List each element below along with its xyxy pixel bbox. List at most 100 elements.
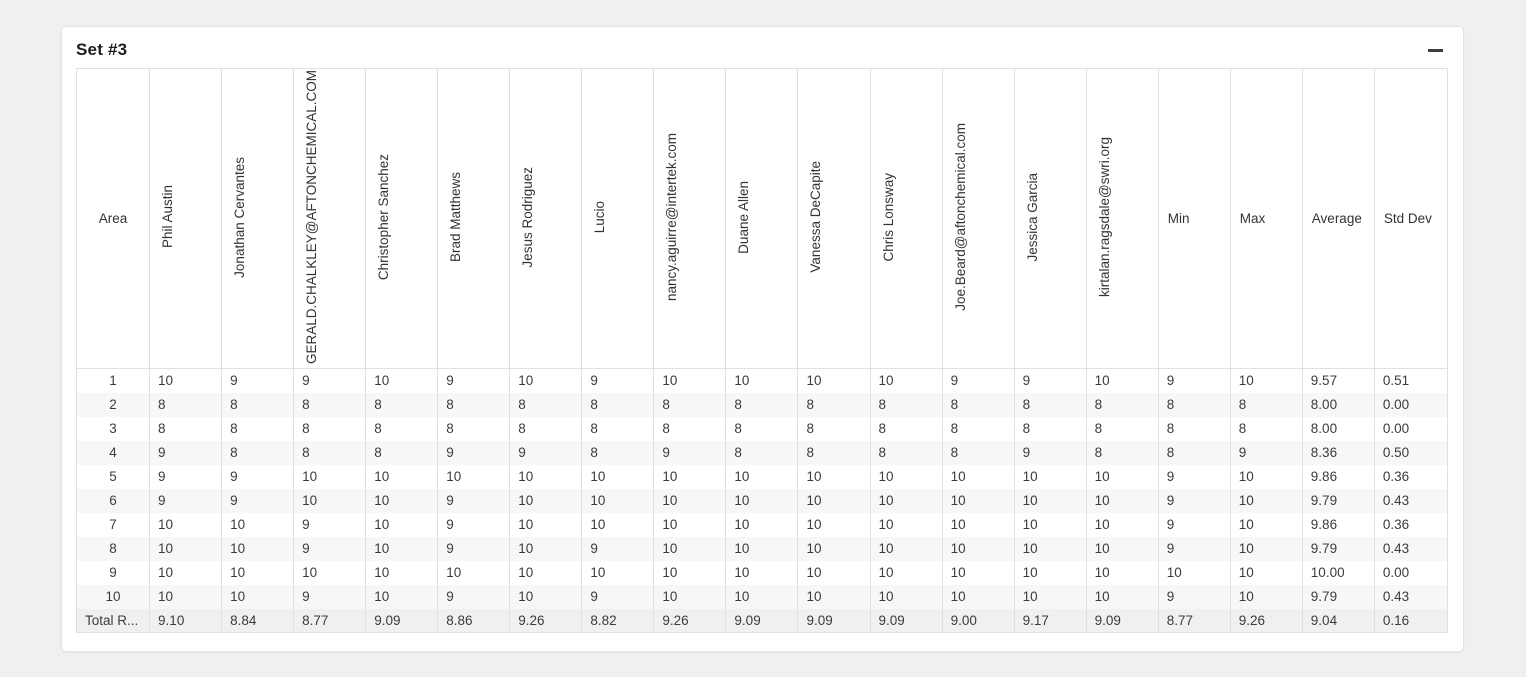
stat-cell: 10 [1229,488,1303,513]
rating-cell: 10 [1085,488,1159,513]
total-stat-cell: 8.77 [1157,608,1231,633]
total-rating-cell: 9.00 [941,608,1015,633]
table-row: 1 10 9 9 10 9 10 9 10 10 10 10 9 9 10 9 10 9.57 0.51 [75,368,1448,393]
rating-cell: 10 [797,368,871,393]
rating-cell: 8 [725,440,798,465]
table-row: 5 9 9 10 10 10 10 10 10 10 10 10 10 10 10 9 10 9.86 0.36 [75,464,1448,489]
total-rating-cell: 9.09 [725,608,798,633]
rating-cell: 10 [725,488,798,513]
rating-cell: 9 [437,440,510,465]
rating-cell: 10 [509,536,582,561]
rating-cell: 10 [653,584,726,609]
total-rating-cell: 9.26 [509,608,582,633]
rater-column-header: Joe.Beard@aftonchemical.com [941,68,1015,370]
rating-cell: 10 [797,512,871,537]
rating-cell: 10 [365,560,438,585]
rater-column-header: nancy.aguirre@intertek.com [653,68,726,370]
rating-cell: 8 [797,416,871,441]
ratings-table: Area Phil Austin Jonathan Cervantes GERALD.… [75,68,1448,634]
stat-cell: 9 [1157,536,1231,561]
stat-column-header: Average [1301,68,1375,370]
stat-cell: 0.36 [1373,464,1448,489]
rating-cell: 8 [653,416,726,441]
set-card: Set #3 Area Phil Austin Jonathan Cervantes… [61,26,1464,652]
rating-cell: 8 [797,392,871,417]
rating-cell: 10 [1085,560,1159,585]
rating-cell: 10 [1013,464,1087,489]
table-row: 4 9 8 8 8 9 9 8 9 8 8 8 8 9 8 8 9 8.36 0.50 [75,440,1448,465]
rating-cell: 10 [653,560,726,585]
stat-cell: 9.79 [1301,584,1375,609]
total-rating-cell: 9.09 [797,608,871,633]
rating-cell: 8 [581,416,654,441]
table-row: 3 8 8 8 8 8 8 8 8 8 8 8 8 8 8 8 8 8.00 0.00 [75,416,1448,441]
rating-cell: 10 [1013,560,1087,585]
total-rating-cell: 8.86 [437,608,510,633]
stat-cell: 9 [1157,368,1231,393]
rating-cell: 10 [869,464,943,489]
rating-cell: 10 [365,536,438,561]
rater-name-rotated: Joe.Beard@aftonchemical.com [952,123,968,311]
rating-cell: 9 [941,368,1015,393]
rater-name-rotated: Brad Matthews [448,171,464,263]
rater-name-rotated: Jessica Garcia [1024,172,1040,262]
stat-cell: 9 [1157,584,1231,609]
collapse-set-button[interactable] [1426,43,1445,58]
stat-cell: 9 [1157,464,1231,489]
area-cell: 6 [75,488,150,513]
rating-cell: 9 [437,512,510,537]
stat-column-header: Std Dev [1373,68,1448,370]
rater-column-header: Jesus Rodriguez [509,68,582,370]
rater-name-rotated: Duane Allen [736,180,752,254]
rating-cell: 10 [941,560,1015,585]
rating-cell: 10 [725,512,798,537]
rating-cell: 10 [725,368,798,393]
rating-cell: 10 [1085,368,1159,393]
rating-cell: 10 [869,584,943,609]
rater-column-header: Phil Austin [149,68,222,370]
area-cell: 7 [75,512,150,537]
area-column-header: Area [75,68,150,370]
rating-cell: 9 [437,536,510,561]
stat-cell: 8 [1157,440,1231,465]
rating-cell: 10 [797,464,871,489]
rating-cell: 8 [221,440,294,465]
rating-cell: 9 [1013,440,1087,465]
rating-cell: 9 [221,488,294,513]
rating-cell: 8 [797,440,871,465]
rating-cell: 10 [509,584,582,609]
rating-cell: 8 [941,440,1015,465]
rating-cell: 8 [293,440,366,465]
rating-cell: 10 [437,464,510,489]
stat-column-header: Max [1229,68,1303,370]
rating-cell: 10 [365,464,438,489]
stat-cell: 9.86 [1301,464,1375,489]
rating-cell: 9 [149,464,222,489]
rating-cell: 10 [653,464,726,489]
rating-cell: 8 [1085,440,1159,465]
stat-cell: 10 [1229,560,1303,585]
stat-cell: 9.86 [1301,512,1375,537]
rating-cell: 10 [941,488,1015,513]
rating-cell: 10 [725,584,798,609]
rating-cell: 10 [1085,464,1159,489]
rating-cell: 9 [149,440,222,465]
rating-cell: 9 [1013,368,1087,393]
stat-cell: 0.36 [1373,512,1448,537]
rating-cell: 10 [365,488,438,513]
rating-cell: 9 [437,584,510,609]
rating-cell: 9 [221,368,294,393]
stat-cell: 9 [1157,512,1231,537]
rating-cell: 9 [581,368,654,393]
rating-cell: 9 [653,440,726,465]
rating-cell: 9 [293,512,366,537]
rating-cell: 9 [437,368,510,393]
rating-cell: 8 [941,416,1015,441]
total-rating-cell: 9.09 [365,608,438,633]
stat-cell: 0.00 [1373,392,1448,417]
total-rating-cell: 9.09 [869,608,943,633]
rating-cell: 8 [941,392,1015,417]
rating-cell: 8 [365,392,438,417]
rater-name-rotated: Chris Lonsway [880,172,896,262]
rater-column-header: Lucio [581,68,654,370]
